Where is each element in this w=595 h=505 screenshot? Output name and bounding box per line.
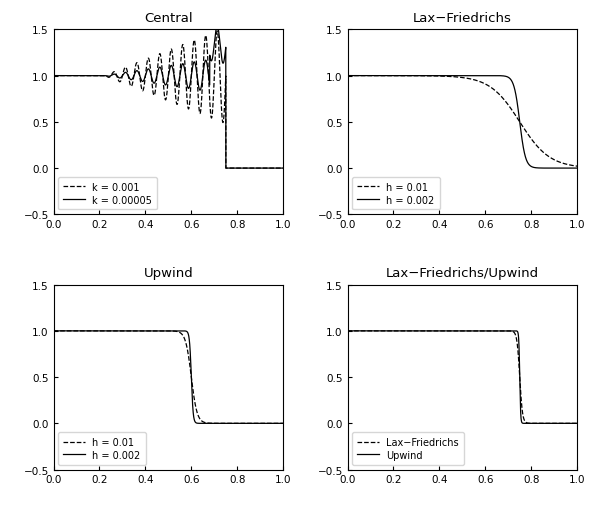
h = 0.002: [223, 421, 230, 427]
Title: Central: Central: [144, 12, 193, 25]
Title: Upwind: Upwind: [143, 267, 193, 280]
k = 0.00005: [223, 166, 230, 172]
h = 0.01: [261, 421, 268, 427]
Lax−Friedrichs: [344, 328, 351, 334]
Upwind: [453, 328, 460, 334]
Lax−Friedrichs: [511, 330, 518, 336]
h = 0.01: [159, 328, 166, 334]
h = 0.01: [555, 160, 562, 166]
Lax−Friedrichs: [442, 328, 449, 334]
Lax−Friedrichs: [555, 421, 562, 427]
h = 0.002: [566, 166, 574, 172]
Upwind: [344, 328, 351, 334]
Title: Lax−Friedrichs: Lax−Friedrichs: [413, 12, 512, 25]
Legend: Lax−Friedrichs, Upwind: Lax−Friedrichs, Upwind: [352, 432, 464, 465]
h = 0.01: [280, 421, 287, 427]
Line: h = 0.01: h = 0.01: [347, 76, 577, 167]
k = 0.001: [159, 74, 166, 80]
k = 0.00005: [214, 24, 221, 30]
k = 0.00005: [273, 166, 280, 172]
Legend: h = 0.01, h = 0.002: h = 0.01, h = 0.002: [58, 432, 146, 465]
Title: Lax−Friedrichs/Upwind: Lax−Friedrichs/Upwind: [386, 267, 539, 280]
h = 0.01: [442, 74, 449, 80]
h = 0.01: [453, 75, 460, 81]
Upwind: [566, 421, 574, 427]
h = 0.002: [280, 421, 287, 427]
h = 0.002: [217, 421, 224, 427]
k = 0.001: [223, 166, 230, 172]
h = 0.01: [146, 328, 154, 334]
h = 0.002: [555, 166, 562, 172]
Line: h = 0.01: h = 0.01: [54, 331, 283, 424]
h = 0.002: [146, 328, 154, 334]
Lax−Friedrichs: [574, 421, 581, 427]
Upwind: [511, 328, 518, 334]
Legend: h = 0.01, h = 0.002: h = 0.01, h = 0.002: [352, 177, 440, 210]
h = 0.002: [442, 73, 449, 79]
k = 0.00005: [159, 74, 166, 80]
Legend: k = 0.001, k = 0.00005: k = 0.001, k = 0.00005: [58, 177, 157, 210]
k = 0.001: [214, 29, 221, 35]
k = 0.001: [50, 73, 57, 79]
Upwind: [534, 421, 541, 427]
Line: k = 0.00005: k = 0.00005: [54, 27, 283, 169]
h = 0.01: [511, 111, 518, 117]
Lax−Friedrichs: [440, 328, 447, 334]
h = 0.002: [159, 328, 166, 334]
k = 0.001: [146, 63, 154, 69]
h = 0.002: [50, 328, 57, 334]
h = 0.002: [453, 73, 460, 79]
k = 0.00005: [50, 73, 57, 79]
h = 0.002: [574, 166, 581, 172]
k = 0.001: [261, 166, 268, 172]
Line: k = 0.001: k = 0.001: [54, 32, 283, 169]
h = 0.01: [440, 74, 447, 80]
Lax−Friedrichs: [569, 421, 576, 427]
k = 0.00005: [217, 45, 224, 52]
k = 0.001: [280, 166, 287, 172]
k = 0.00005: [148, 76, 155, 82]
h = 0.002: [440, 73, 447, 79]
h = 0.002: [148, 328, 155, 334]
h = 0.01: [566, 163, 574, 169]
Line: h = 0.002: h = 0.002: [54, 331, 283, 424]
Upwind: [442, 328, 449, 334]
h = 0.01: [344, 73, 351, 79]
Upwind: [574, 421, 581, 427]
Line: Upwind: Upwind: [347, 331, 577, 424]
h = 0.002: [511, 85, 518, 91]
Upwind: [440, 328, 447, 334]
k = 0.001: [273, 166, 280, 172]
Line: Lax−Friedrichs: Lax−Friedrichs: [347, 331, 577, 424]
Lax−Friedrichs: [566, 421, 574, 427]
h = 0.002: [261, 421, 268, 427]
k = 0.001: [217, 83, 224, 89]
h = 0.002: [273, 421, 280, 427]
h = 0.01: [574, 164, 581, 170]
h = 0.01: [148, 328, 155, 334]
h = 0.002: [344, 73, 351, 79]
k = 0.00005: [146, 69, 154, 75]
h = 0.01: [50, 328, 57, 334]
h = 0.01: [273, 421, 280, 427]
Lax−Friedrichs: [453, 328, 460, 334]
k = 0.00005: [261, 166, 268, 172]
h = 0.01: [217, 421, 224, 427]
Line: h = 0.002: h = 0.002: [347, 76, 577, 169]
k = 0.00005: [280, 166, 287, 172]
Upwind: [555, 421, 562, 427]
k = 0.001: [148, 81, 155, 87]
